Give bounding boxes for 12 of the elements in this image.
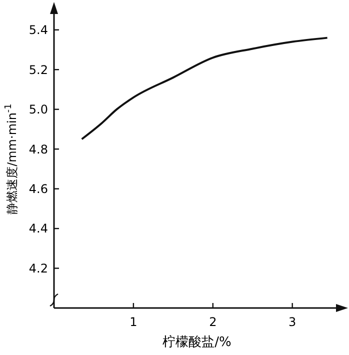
y-tick-label: 5.2 <box>28 62 48 77</box>
x-tick-label: 2 <box>209 315 217 329</box>
x-tick-label: 3 <box>288 315 296 329</box>
x-axis-title: 柠檬酸盐/% <box>162 335 232 350</box>
y-tick-label: 4.2 <box>28 261 48 276</box>
y-tick-label: 5.4 <box>28 23 48 38</box>
y-tick-label: 5.0 <box>28 102 48 117</box>
line-series <box>80 36 328 140</box>
y-tick-label: 4.8 <box>28 142 48 156</box>
x-tick-label: 1 <box>130 315 138 329</box>
y-tick-label: 4.6 <box>28 182 48 196</box>
y-tick-label: 4.4 <box>28 222 48 236</box>
